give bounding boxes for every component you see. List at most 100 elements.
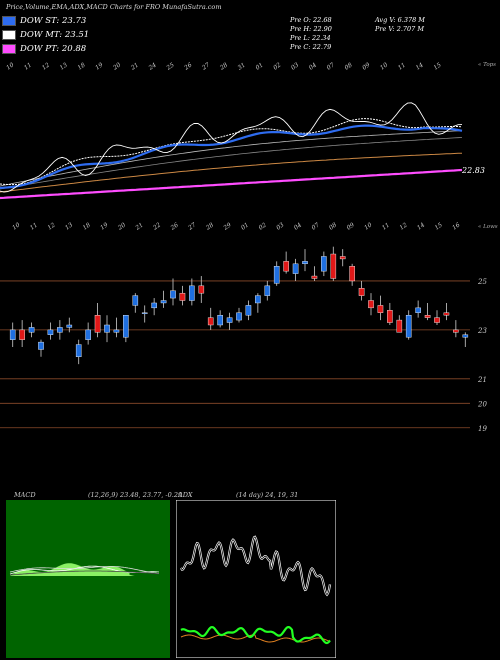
ema-short-line [0, 124, 463, 190]
candle-date-label: 18 [82, 221, 92, 231]
candlestick-chart: 10 11 12 13 18 19 20 21 22 26 27 28 29 01 02 03 04 07 08 09… [0, 221, 498, 433]
y-tick-label: 25 [477, 278, 487, 286]
candle-body [38, 341, 44, 350]
candle-body [160, 300, 167, 304]
top-date-label: 15 [432, 61, 442, 71]
macd-background [6, 500, 170, 658]
macd-signal-line [9, 566, 160, 574]
top-date-label: 31 [237, 62, 247, 72]
ohlc-open: Pre O: 22.68 [290, 16, 332, 24]
top-date-label: 28 [218, 61, 229, 72]
top-date-label: 25 [165, 61, 176, 72]
candle-body [9, 329, 16, 340]
top-date-label: 11 [23, 62, 33, 72]
ohlc-close: Pre C: 22.79 [290, 43, 332, 51]
candle-body [443, 312, 450, 316]
macd-baseline [9, 570, 160, 576]
volume-avg: Avg V: 6.378 M [375, 16, 425, 24]
candle-body [273, 266, 280, 284]
candle-body [405, 314, 412, 338]
candle-date-label: 10 [363, 221, 373, 231]
top-date-label: 14 [415, 61, 425, 71]
adx-params: (14 day) 24, 19, 31 [236, 491, 299, 499]
top-date-label: 04 [308, 61, 318, 71]
candle-body [415, 307, 421, 313]
macd-panel [6, 500, 170, 658]
candle-body [47, 329, 54, 335]
legend-dow-mt: DOW MT: 23.51 [2, 30, 89, 40]
top-date-label: 01 [254, 62, 264, 72]
candle-body [434, 317, 440, 323]
candle-body [358, 288, 365, 296]
candle-date-label: 03 [275, 221, 285, 231]
top-date-label: 02 [272, 61, 282, 71]
top-date-label: 26 [182, 61, 193, 72]
ohlc-low: Pre L: 22.34 [290, 34, 331, 42]
y-tick-label: 20 [477, 400, 487, 408]
candle-body [245, 305, 252, 316]
candle-body [189, 285, 195, 301]
candle-body [170, 290, 176, 299]
candle-body [141, 312, 148, 314]
candle-date-label: 22 [151, 221, 162, 232]
legend-dow-st: DOW ST: 23.73 [2, 16, 86, 26]
top-date-label: 12 [41, 61, 51, 71]
candle-date-label: 15 [434, 221, 444, 231]
candle-body [311, 275, 318, 279]
candle-body [28, 327, 35, 333]
candle-date-label: 13 [64, 221, 74, 231]
plus-di-line [180, 625, 331, 645]
candle-body [179, 292, 186, 301]
candle-body [396, 319, 403, 333]
candle-body [198, 285, 205, 294]
candle-body [377, 305, 384, 313]
candle-date-label: 07 [310, 221, 320, 231]
top-date-label: 24 [147, 61, 158, 72]
macd-params: (12,26,9) 23.48, 23.77, -0.29 [88, 491, 183, 499]
top-date-label: 11 [397, 62, 407, 72]
legend-swatch-mt [2, 30, 16, 40]
candle-date-label: 29 [222, 221, 233, 232]
y-tick-label: 23 [477, 327, 487, 335]
last-value-label: 22.83 [461, 166, 485, 175]
y-tick-label: 19 [478, 425, 487, 433]
candle-body [264, 285, 271, 296]
candle-body [94, 314, 101, 333]
candle-body [349, 266, 355, 282]
candle-body [255, 295, 261, 304]
price-line [0, 102, 463, 193]
candle-body [226, 317, 233, 323]
candle-date-label: 12 [398, 221, 408, 231]
candle-body [424, 314, 431, 318]
top-date-label: 18 [76, 61, 86, 71]
ema-trend-chart: 10 11 12 13 18 19 20 21 24 25 26 27 28 31 01 02 03 04 07 08… [0, 61, 496, 200]
macd-label: MACD [14, 491, 36, 499]
candle-body [302, 261, 308, 265]
candle-date-label: 10 [11, 221, 21, 231]
ohlc-high: Pre H: 22.90 [290, 25, 332, 33]
minus-di-line [180, 634, 331, 643]
top-date-label: 21 [129, 62, 140, 73]
candle-body [283, 261, 289, 272]
candle-body [104, 324, 110, 333]
candle-date-label: 08 [328, 221, 338, 231]
candle-date-label: 09 [346, 221, 356, 231]
candle-body [387, 310, 393, 323]
adx-label: ADX [178, 491, 193, 499]
candle-date-label: 19 [99, 221, 109, 231]
candle-body [321, 256, 327, 272]
top-date-label: 09 [361, 61, 371, 71]
candle-date-label: 21 [134, 222, 145, 233]
candle-date-label: 11 [381, 222, 391, 232]
legend-label-mt: DOW MT: 23.51 [20, 30, 90, 40]
legend-label-st: DOW ST: 23.73 [20, 16, 87, 26]
candle-date-label: 26 [169, 221, 180, 232]
candle-date-label: 14 [416, 221, 426, 231]
top-date-label: 20 [111, 61, 122, 72]
candle-body [151, 302, 157, 309]
ema-white-line [0, 118, 463, 186]
adx-line [180, 536, 331, 596]
candle-body [123, 314, 129, 338]
candle-body [113, 329, 120, 333]
candle-date-label: 27 [186, 221, 197, 232]
